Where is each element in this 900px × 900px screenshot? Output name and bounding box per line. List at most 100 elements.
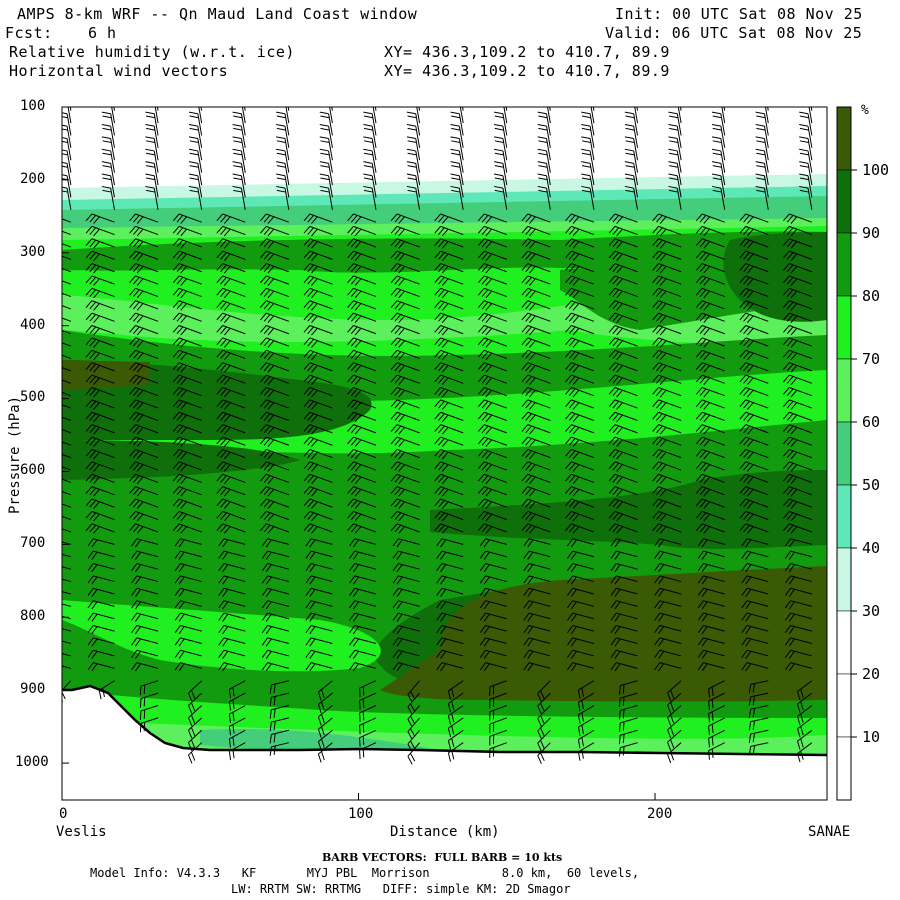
wind-barb-feather — [390, 250, 398, 259]
wind-barb-feather — [136, 402, 144, 410]
wind-barb-feather — [222, 663, 229, 672]
wind-barb-shaft — [701, 424, 725, 434]
wind-barb-feather — [441, 278, 449, 286]
right-endpoint-label: SANAE — [808, 824, 851, 840]
wind-barb-feather — [570, 650, 577, 659]
wind-barb-feather — [477, 226, 485, 234]
wind-barb-feather — [320, 91, 329, 93]
wind-barb-feather — [612, 425, 620, 434]
wind-barb-feather — [708, 688, 710, 698]
wind-barb-feather — [701, 638, 708, 647]
wind-barb-feather — [50, 217, 56, 224]
wind-barb-feather — [658, 539, 665, 548]
wind-barb-shaft — [188, 692, 202, 706]
wind-barb-feather — [273, 745, 276, 755]
wind-barb-shaft — [527, 225, 551, 236]
wind-barb-feather — [614, 576, 621, 585]
wind-barb-feather — [48, 614, 53, 621]
wind-barb-feather — [755, 185, 765, 189]
wind-barb-feather — [481, 276, 489, 285]
wind-barb-shaft — [745, 349, 769, 359]
wind-barb-feather — [494, 161, 504, 164]
wind-barb-shaft — [620, 742, 638, 749]
wind-barb-feather — [354, 439, 362, 447]
wind-barb-shaft — [527, 349, 551, 359]
wind-barb-feather — [441, 439, 449, 447]
wind-barb-feather — [349, 600, 356, 609]
wind-barb-feather — [438, 500, 445, 508]
wind-barb-feather — [494, 111, 504, 115]
wind-barb-feather — [485, 526, 493, 534]
wind-barb-feather — [568, 487, 576, 496]
wind-barb-feather — [46, 426, 52, 433]
model-info: Model Info: V4.3.3 KF MYJ PBL Morrison 8… — [90, 866, 640, 880]
wind-barb-shaft — [789, 473, 813, 483]
wind-barb-feather — [616, 402, 623, 410]
wind-barb-feather — [668, 87, 677, 89]
wind-barb-feather — [652, 275, 659, 284]
wind-barb-feather — [363, 185, 373, 189]
wind-barb-feather — [176, 252, 184, 260]
wind-barb-feather — [172, 213, 180, 222]
wind-barb-feather — [44, 638, 49, 645]
wind-barb-feather — [537, 185, 547, 189]
wind-barb-feather — [309, 626, 316, 635]
wind-barb-feather — [136, 501, 144, 509]
wind-barb-feather — [695, 424, 703, 432]
wind-barb-feather — [317, 691, 322, 701]
wind-barb-feather — [311, 402, 318, 410]
wind-barb-shaft — [745, 287, 769, 298]
wind-barb-feather — [190, 739, 196, 749]
wind-barb-feather — [85, 399, 93, 408]
wind-barb-feather — [189, 87, 198, 89]
wind-barb-feather — [176, 276, 184, 285]
wind-barb-feather — [479, 662, 486, 671]
wind-barb-feather — [218, 600, 225, 609]
wind-barb-feather — [656, 351, 663, 359]
wind-barb-shaft — [708, 705, 725, 714]
wind-barb-feather — [746, 315, 754, 323]
wind-barb-feather — [129, 449, 136, 457]
wind-barb-feather — [349, 637, 356, 646]
wind-barb-feather — [218, 587, 225, 596]
wind-barb-feather — [46, 389, 52, 396]
wind-barb-feather — [567, 550, 574, 559]
wind-barb-feather — [739, 325, 747, 333]
wind-barb-feather — [654, 538, 661, 547]
wind-barb-feather — [540, 752, 545, 762]
wind-barb-feather — [699, 500, 707, 508]
wind-barb-feather — [565, 374, 572, 383]
wind-barb-shaft — [547, 107, 551, 124]
wind-barb-feather — [46, 513, 52, 520]
wind-barb-shaft — [222, 411, 246, 421]
wind-barb-feather — [93, 241, 100, 249]
wind-barb-feather — [568, 264, 576, 273]
wind-barb-shaft — [701, 225, 725, 236]
wind-barb-feather — [654, 612, 661, 621]
wind-barb-feather — [441, 327, 449, 336]
wind-barb-feather — [223, 303, 231, 311]
wind-barb-feather — [276, 152, 286, 156]
wind-barb-feather — [523, 550, 530, 559]
wind-barb-feather — [521, 325, 529, 333]
wind-barb-feather — [481, 227, 489, 235]
wind-barb-shaft — [614, 411, 638, 421]
wind-barb-shaft — [396, 486, 420, 496]
wind-barb-shaft — [701, 238, 725, 248]
wind-barb-feather — [538, 177, 548, 181]
wind-barb-feather — [521, 312, 529, 321]
wind-barb-feather — [390, 349, 398, 358]
wind-barb-feather — [136, 228, 144, 237]
wind-barb-feather — [667, 692, 672, 702]
wind-barb-feather — [790, 278, 798, 286]
wind-barb-feather — [309, 551, 316, 560]
wind-barb-feather — [790, 265, 798, 274]
wind-barb-shaft — [309, 275, 333, 285]
wind-barb-shaft — [571, 486, 595, 496]
wind-barb-feather — [129, 486, 136, 494]
wind-barb-feather — [521, 288, 529, 296]
wind-barb-feather — [659, 414, 667, 423]
wind-barb-feather — [746, 513, 754, 522]
wind-barb-shaft — [396, 473, 420, 483]
wind-barb-feather — [46, 525, 52, 532]
